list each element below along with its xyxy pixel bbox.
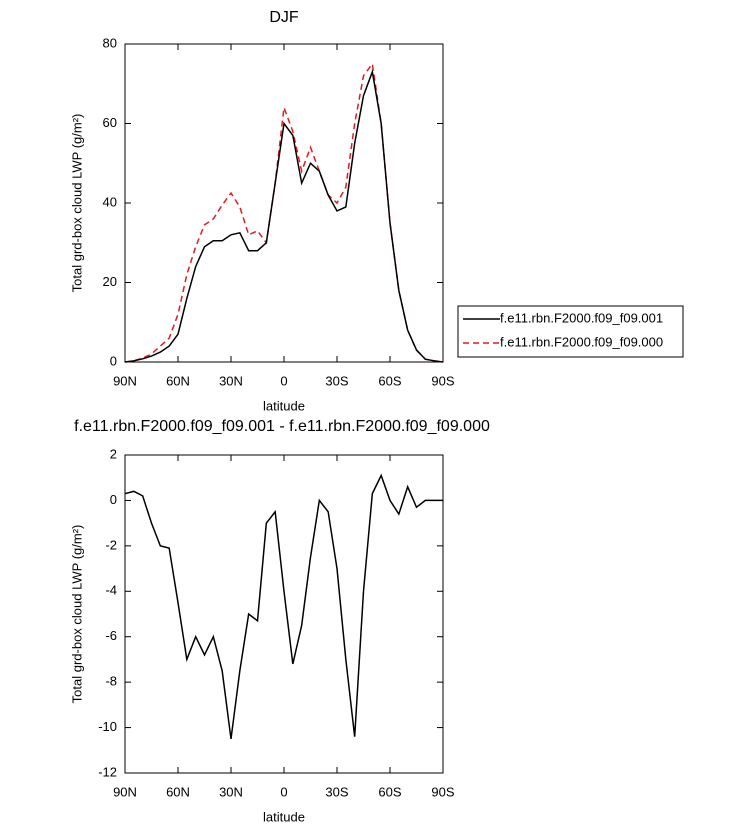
plot-frame: [124, 43, 444, 363]
x-tick-label: 30S: [325, 373, 348, 388]
y-tick-label: -6: [105, 628, 117, 643]
y-tick-label: 40: [103, 194, 117, 209]
x-tick-label: 60N: [166, 784, 190, 799]
x-tick-label: 30N: [219, 373, 243, 388]
x-axis-label: latitude: [263, 809, 305, 824]
legend-box: [457, 305, 684, 358]
legend-label: f.e11.rbn.F2000.f09_f09.001: [500, 310, 663, 325]
y-tick-label: -10: [98, 719, 117, 734]
y-tick-label: 0: [110, 353, 117, 368]
y-tick-label: 0: [110, 492, 117, 507]
x-tick-label: 60S: [378, 373, 401, 388]
x-tick-label: 90S: [431, 784, 454, 799]
y-tick-label: 60: [103, 115, 117, 130]
y-tick-label: -8: [105, 674, 117, 689]
data-line: [124, 68, 444, 363]
chart-title: DJF: [269, 9, 299, 26]
x-tick-label: 30S: [325, 784, 348, 799]
y-axis-label: Total grd-box cloud LWP (g/m²): [69, 114, 84, 293]
x-tick-label: 90N: [113, 784, 137, 799]
y-tick-label: -12: [98, 764, 117, 779]
x-tick-label: 30N: [219, 784, 243, 799]
y-tick-label: -4: [105, 583, 117, 598]
y-tick-label: 2: [110, 446, 117, 461]
y-axis-label: Total grd-box cloud LWP (g/m²): [69, 525, 84, 704]
x-tick-label: 90S: [431, 373, 454, 388]
x-tick-label: 0: [280, 784, 287, 799]
x-tick-label: 90N: [113, 373, 137, 388]
x-tick-label: 60N: [166, 373, 190, 388]
plot-frame: [124, 454, 444, 774]
y-tick-label: 80: [103, 35, 117, 50]
chart-title: f.e11.rbn.F2000.f09_f09.001 - f.e11.rbn.…: [74, 418, 490, 435]
x-tick-label: 60S: [378, 784, 401, 799]
data-line: [124, 473, 443, 740]
y-tick-label: 20: [103, 274, 117, 289]
y-tick-label: -2: [105, 537, 117, 552]
legend-label: f.e11.rbn.F2000.f09_f09.000: [500, 334, 663, 349]
data-line: [124, 61, 444, 363]
x-axis-label: latitude: [263, 398, 305, 413]
x-tick-label: 0: [280, 373, 287, 388]
